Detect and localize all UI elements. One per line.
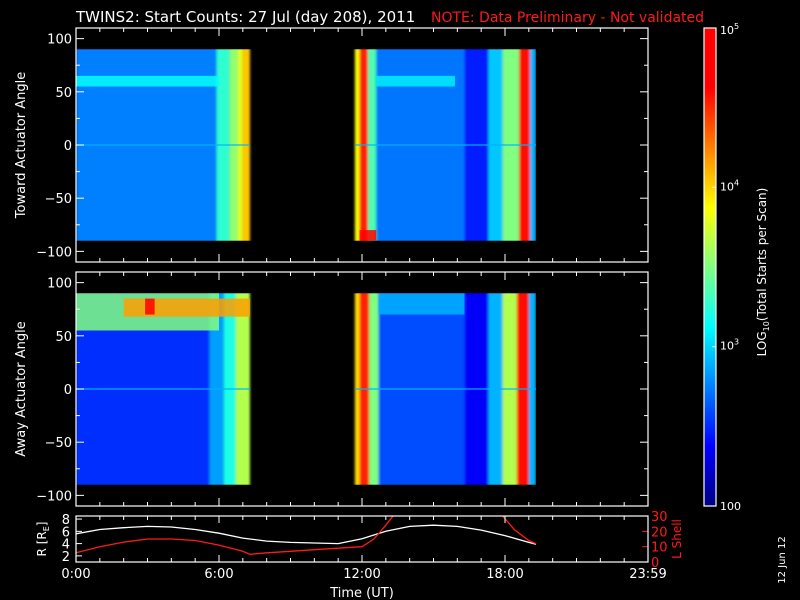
toward-ytick-label: 100: [47, 33, 72, 48]
lshell-line: [76, 516, 394, 555]
colorbar-tick-base: 100: [720, 500, 741, 513]
away-feature: [123, 298, 250, 317]
radius-ytick-label: 2: [62, 550, 70, 565]
radius-ytick-label: 8: [62, 513, 70, 528]
toward-angle-panel: 100 50 0 −50 −100: [36, 27, 649, 263]
colorbar-title-suffix: (Total Starts per Scan): [755, 188, 769, 322]
time-xtick-label: 18:00: [486, 567, 523, 582]
colorbar-tick-base: 10: [720, 340, 734, 353]
away-ytick-label: 0: [64, 383, 72, 398]
colorbar-tick-label: 100: [720, 500, 741, 513]
away-ytick-label: −50: [45, 436, 72, 451]
lshell-line: [502, 516, 537, 545]
radius-ylabel-close: ]: [35, 522, 49, 527]
toward-angle-heatmap: [76, 49, 536, 241]
toward-ytick-label: 0: [64, 139, 72, 154]
away-feature: [378, 293, 465, 315]
radius-ylabel-main: R [R: [35, 531, 49, 556]
colorbar-frame: [703, 27, 717, 507]
lshell-ytick-label: 20: [651, 525, 668, 540]
colorbar-tick-base: 10: [720, 24, 734, 37]
colorbar-title: LOG10(Total Starts per Scan): [755, 188, 771, 357]
colorbar-tick-label: 103: [720, 338, 739, 353]
colorbar-tick-exp: 4: [734, 178, 739, 187]
time-xtick-label: 0:00: [61, 567, 90, 582]
chart-title: TWINS2: Start Counts: 27 Jul (day 208), …: [75, 8, 415, 26]
colorbar-tick-exp: 3: [734, 338, 739, 347]
colorbar-tick-label: 105: [720, 22, 739, 37]
radius-ytick-label: 4: [62, 538, 70, 553]
radius-line: [76, 524, 537, 545]
colorbar-title-prefix: LOG: [755, 331, 769, 356]
away-feature: [145, 298, 155, 315]
toward-ytick-label: 50: [55, 86, 72, 101]
time-xtick-label: 12:00: [343, 567, 380, 582]
radius-ylabel: R [RE]: [35, 522, 51, 557]
colorbar-gradient: [704, 28, 716, 506]
time-xtick-label: 6:00: [204, 567, 233, 582]
away-ytick-label: −100: [36, 489, 72, 504]
toward-feature: [359, 230, 377, 241]
colorbar-tick-base: 10: [720, 180, 734, 193]
away-ytick-label: 50: [55, 330, 72, 345]
colorbar-tick-label: 104: [720, 178, 739, 193]
time-xtick-label: 23:59: [629, 567, 666, 582]
toward-angle-ylabel: Toward Actuator Angle: [14, 72, 29, 219]
toward-feature: [76, 75, 219, 87]
time-xlabel: Time (UT): [329, 586, 394, 600]
radius-ylabel-sub: E: [42, 526, 51, 531]
colorbar-title-sub: 10: [762, 321, 771, 331]
toward-feature: [376, 75, 455, 87]
away-angle-panel: 100 50 0 −50 −100: [36, 271, 649, 507]
radius-ytick-label: 6: [62, 525, 70, 540]
lshell-ytick-label: 0: [651, 556, 659, 571]
colorbar-tick-exp: 5: [734, 22, 739, 31]
date-stamp: 12 Jun 12: [777, 536, 788, 583]
toward-angle-frame: [75, 27, 649, 263]
toward-ytick-label: −50: [45, 192, 72, 207]
lshell-ylabel: L Shell: [670, 519, 684, 559]
away-angle-heatmap: [76, 293, 536, 485]
away-angle-ylabel: Away Actuator Angle: [14, 321, 29, 456]
orbit-frame: [75, 515, 649, 563]
lshell-ytick-label: 30: [651, 510, 668, 525]
away-ytick-label: 100: [47, 277, 72, 292]
lshell-ytick-label: 10: [651, 541, 668, 556]
toward-ytick-label: −100: [36, 245, 72, 260]
data-note: NOTE: Data Preliminary - Not validated: [431, 10, 704, 26]
away-angle-frame: [75, 271, 649, 507]
